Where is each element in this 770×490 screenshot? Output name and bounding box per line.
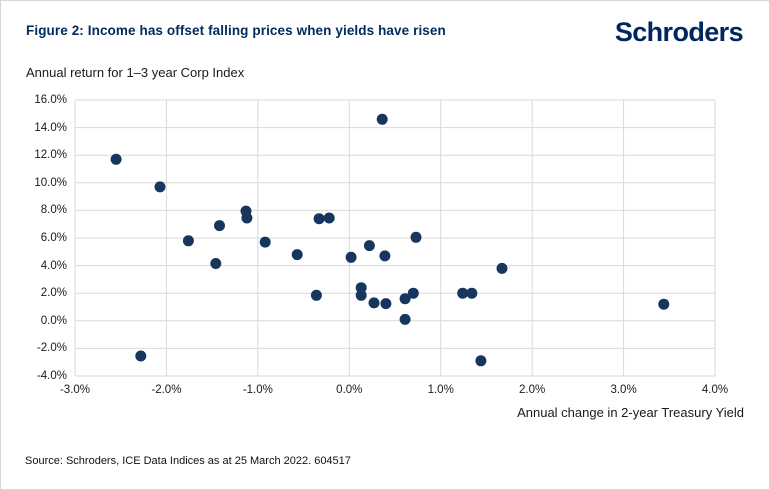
data-point [313, 213, 325, 225]
data-point [154, 181, 166, 193]
y-axis-tick-label: 6.0% [40, 232, 67, 244]
data-point [368, 297, 380, 309]
data-point [291, 249, 303, 261]
data-point [259, 236, 271, 248]
data-point [110, 153, 122, 165]
x-axis-tick-label: -3.0% [59, 384, 91, 396]
data-point [363, 240, 375, 252]
data-point [345, 251, 357, 263]
x-axis-tick-label: -1.0% [242, 384, 273, 396]
data-point [466, 287, 478, 299]
data-point [323, 212, 335, 224]
data-point [376, 113, 388, 125]
data-point [182, 235, 194, 247]
y-axis-tick-label: 2.0% [40, 287, 67, 300]
x-axis-title: Annual change in 2-year Treasury Yield [517, 405, 744, 420]
data-point [214, 220, 225, 232]
x-axis-tick-label: 1.0% [427, 384, 454, 396]
x-axis-tick-label: 0.0% [336, 384, 363, 396]
x-axis-tick-label: -2.0% [151, 384, 182, 396]
y-axis-tick-label: 8.0% [40, 204, 67, 217]
data-point [457, 287, 469, 299]
y-axis-tick-label: 12.0% [34, 149, 67, 162]
data-point [475, 355, 487, 367]
figure-title: Figure 2: Income has offset falling pric… [26, 23, 446, 38]
data-point [399, 313, 411, 325]
data-point [410, 231, 422, 243]
data-point [658, 298, 670, 310]
data-point [379, 250, 391, 262]
data-point [355, 282, 367, 294]
y-axis-tick-label: -4.0% [36, 370, 67, 382]
y-axis-tick-label: -2.0% [36, 342, 67, 355]
data-point [355, 289, 367, 301]
data-point [407, 287, 419, 299]
y-axis-tick-label: 0.0% [40, 314, 67, 327]
x-axis-tick-label: 4.0% [701, 384, 729, 396]
x-axis-tick-label: 3.0% [610, 384, 637, 396]
data-point [399, 293, 411, 305]
data-point [210, 258, 222, 269]
x-axis-tick-label: 2.0% [519, 384, 546, 396]
y-axis-tick-label: 16.0% [34, 94, 67, 106]
y-axis-tick-label: 10.0% [34, 176, 67, 189]
data-point [496, 262, 508, 274]
data-point [135, 350, 147, 362]
y-axis-tick-label: 4.0% [40, 259, 67, 272]
chart-subtitle-y-axis-label: Annual return for 1–3 year Corp Index [26, 65, 245, 80]
schroders-logo: Schroders [614, 17, 744, 47]
source-note: Source: Schroders, ICE Data Indices as a… [25, 455, 351, 467]
data-point [241, 212, 253, 224]
data-point [310, 289, 322, 301]
y-axis-tick-label: 14.0% [34, 121, 67, 134]
data-point [380, 298, 392, 310]
